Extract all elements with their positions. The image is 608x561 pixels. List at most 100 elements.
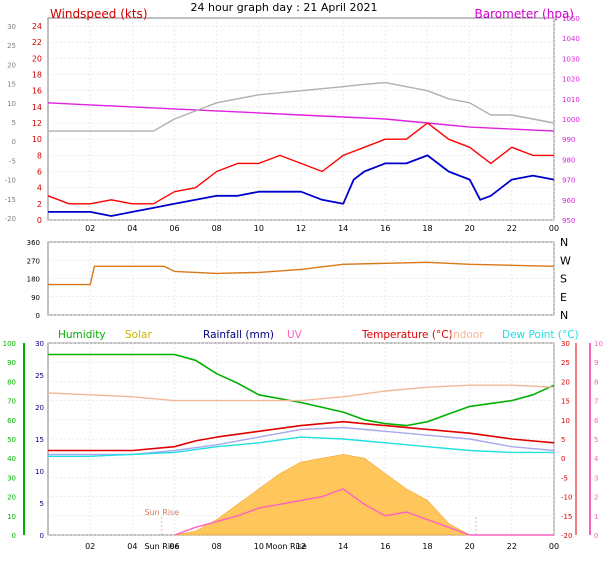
direction-left-tick: 180 — [27, 276, 40, 284]
legend-item: Humidity — [58, 329, 106, 341]
wind-x-tick: 00 — [549, 224, 559, 233]
sunrise-axis-label: Sun Rise — [145, 542, 180, 551]
direction-compass-tick: N — [560, 236, 568, 249]
sunrise-label: Sun Rise — [145, 508, 180, 517]
wind-x-tick: 12 — [296, 224, 306, 233]
uv-tick: 8 — [594, 378, 598, 386]
humidity-tick: 70 — [7, 398, 16, 406]
baro-tick: 1010 — [562, 96, 580, 104]
direction-compass-tick: W — [560, 254, 571, 267]
temp-right-tick: 5 — [561, 436, 565, 444]
wind-x-tick: 08 — [212, 224, 222, 233]
temp-right-tick: 20 — [561, 378, 570, 386]
rain-tick: 0 — [40, 532, 44, 540]
humidity-tick: 20 — [7, 494, 16, 502]
temperature-x-tick: 06 — [169, 542, 179, 551]
wind-x-tick: 22 — [507, 224, 517, 233]
wind-outer-tick: 15 — [7, 81, 16, 89]
humidity-tick: 90 — [7, 359, 16, 367]
wind-outer-tick: 5 — [12, 119, 16, 127]
humidity-tick: 0 — [12, 532, 16, 540]
wind-outer-tick: 30 — [7, 23, 16, 31]
uv-tick: 3 — [594, 474, 598, 482]
wind-x-tick: 10 — [254, 224, 264, 233]
series-hum — [48, 353, 555, 427]
wind-left-tick: 12 — [32, 119, 42, 128]
wind-outer-tick: -20 — [5, 215, 16, 223]
wind-left-tick: 20 — [32, 54, 42, 63]
uv-tick: 9 — [594, 359, 598, 367]
temperature-x-tick: 10 — [254, 542, 264, 551]
wind-right-axis-label: Barometer (hpa) — [475, 7, 574, 21]
wind-grid — [48, 18, 555, 221]
series-wind — [48, 154, 555, 217]
series-temp — [48, 420, 555, 452]
series-dir — [48, 261, 555, 286]
temp-right-tick: 25 — [561, 359, 570, 367]
wind-left-tick: 4 — [37, 184, 42, 193]
temp-right-tick: 15 — [561, 398, 570, 406]
wind-left-axis-label: Windspeed (kts) — [50, 7, 148, 21]
direction-compass-tick: N — [560, 309, 568, 322]
baro-tick: 990 — [562, 136, 575, 144]
humidity-tick: 60 — [7, 417, 16, 425]
wind-x-tick: 16 — [380, 224, 390, 233]
wind-outer-tick: 25 — [7, 42, 16, 50]
temperature-x-tick: 00 — [549, 542, 559, 551]
wind-x-tick: 20 — [465, 224, 475, 233]
wind-x-tick: 02 — [85, 224, 95, 233]
graph-title: 24 hour graph day : 21 April 2021 — [191, 1, 378, 14]
temperature-x-tick: 16 — [380, 542, 390, 551]
baro-tick: 970 — [562, 177, 575, 185]
wind-left-tick: 6 — [37, 168, 42, 177]
uv-tick: 5 — [594, 436, 598, 444]
temp-right-tick: -15 — [561, 513, 572, 521]
wind-x-tick: 06 — [169, 224, 179, 233]
wind-left-tick: 10 — [32, 135, 42, 144]
baro-tick: 950 — [562, 217, 575, 225]
legend-item: Temperature (°C) — [361, 329, 453, 341]
temperature-x-tick: 20 — [465, 542, 475, 551]
rain-tick: 15 — [35, 436, 44, 444]
temperature-x-tick: 22 — [507, 542, 517, 551]
temperature-panel: 302520151050-5-10-15-2010090807060504030… — [3, 329, 603, 551]
baro-tick: 1030 — [562, 55, 580, 63]
wind-left-tick: 8 — [37, 151, 42, 160]
wind-outer-tick: 10 — [7, 100, 16, 108]
humidity-tick: 100 — [3, 340, 16, 348]
wind-left-tick: 2 — [37, 200, 42, 209]
temp-right-tick: -10 — [561, 494, 572, 502]
wind-x-tick: 18 — [422, 224, 432, 233]
moonrise-axis-label: Moon Rise — [266, 542, 307, 551]
wind-left-tick: 24 — [32, 22, 42, 31]
uv-tick: 10 — [594, 340, 603, 348]
direction-left-tick: 0 — [36, 312, 40, 320]
temperature-annotations: Sun Rise Sun Rise Moon Rise — [145, 508, 477, 551]
rain-tick: 5 — [40, 500, 44, 508]
baro-tick: 1050 — [562, 15, 580, 23]
wind-left-tick: 22 — [32, 38, 42, 47]
wind-series — [47, 81, 555, 217]
wind-left-tick: 0 — [37, 216, 42, 225]
uv-tick: 2 — [594, 494, 598, 502]
humidity-tick: 30 — [7, 474, 16, 482]
temperature-x-tick: 14 — [338, 542, 348, 551]
humidity-tick: 80 — [7, 378, 16, 386]
series-gray — [48, 81, 555, 132]
direction-left-tick: 90 — [31, 294, 40, 302]
legend-item: UV — [287, 329, 303, 341]
baro-tick: 1020 — [562, 76, 580, 84]
wind-panel: 242220181614121086420302520151050-5-10-1… — [5, 7, 580, 233]
humidity-tick: 10 — [7, 513, 16, 521]
baro-tick: 980 — [562, 156, 575, 164]
legend-item: Dew Point (°C) — [502, 329, 579, 341]
temperature-x-tick: 18 — [422, 542, 432, 551]
humidity-tick: 40 — [7, 455, 16, 463]
wind-left-tick: 18 — [32, 71, 42, 80]
temperature-series — [47, 353, 555, 536]
wind-x-tick: 04 — [127, 224, 137, 233]
legend-item: Solar — [125, 329, 152, 341]
